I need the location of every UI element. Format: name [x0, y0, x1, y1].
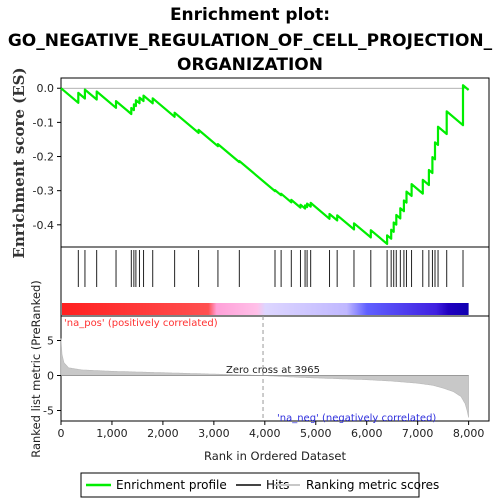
es-panel-frame	[60, 77, 490, 248]
x-tick-label: 5,000	[300, 427, 332, 440]
x-tick-label: 3,000	[198, 427, 230, 440]
enrichment-profile-path	[60, 84, 470, 245]
legend-enrichment-label: Enrichment profile	[116, 478, 227, 492]
legend: Enrichment profile Hits Ranking metric s…	[80, 472, 439, 498]
neg-correlated-label: 'na_neg' (negatively correlated)	[277, 413, 436, 424]
es-ticks: 0.0 -0.1 -0.2 -0.3 -0.4	[33, 82, 61, 232]
metric-tick-label: -5	[43, 405, 54, 418]
metric-tick-label: 0	[47, 370, 54, 383]
x-tick-label: 7,000	[402, 427, 434, 440]
title-line-3: ORGANIZATION	[177, 55, 323, 75]
enrichment-profile-line	[60, 84, 470, 245]
es-tick-label: -0.4	[33, 219, 54, 232]
ranking-metric-fill	[60, 338, 469, 418]
x-tick-label: 8,000	[453, 427, 485, 440]
es-tick-label: -0.1	[33, 116, 54, 129]
metric-tick-label: 5	[47, 335, 54, 348]
legend-metric-label: Ranking metric scores	[306, 478, 439, 492]
x-tick-label: 6,000	[351, 427, 383, 440]
rank-colorbar	[62, 303, 469, 315]
ranking-metric-area: 5 0 -5	[43, 316, 469, 421]
es-axis-label: Enrichment score (ES)	[10, 67, 28, 258]
metric-axis-label: Ranked list metric (PreRanked)	[29, 280, 43, 458]
x-axis-label: Rank in Ordered Dataset	[204, 449, 347, 463]
x-axis: 0 1,000 2,000 3,000 4,000 5,000 6,000 7,000 8,00…	[58, 421, 485, 440]
x-tick-label: 2,000	[147, 427, 179, 440]
es-tick-label: -0.3	[33, 185, 54, 198]
title-line-1: Enrichment plot:	[170, 5, 330, 25]
x-tick-label: 0	[58, 427, 65, 440]
x-tick-label: 4,000	[249, 427, 281, 440]
es-tick-label: 0.0	[37, 82, 55, 95]
zero-cross-label: Zero cross at 3965	[226, 365, 320, 376]
x-tick-label: 1,000	[96, 427, 128, 440]
pos-correlated-label: 'na_pos' (positively correlated)	[64, 318, 218, 329]
es-tick-label: -0.2	[33, 151, 54, 164]
title-line-2: GO_NEGATIVE_REGULATION_OF_CELL_PROJECTIO…	[8, 31, 493, 51]
hit-marks	[77, 250, 464, 287]
